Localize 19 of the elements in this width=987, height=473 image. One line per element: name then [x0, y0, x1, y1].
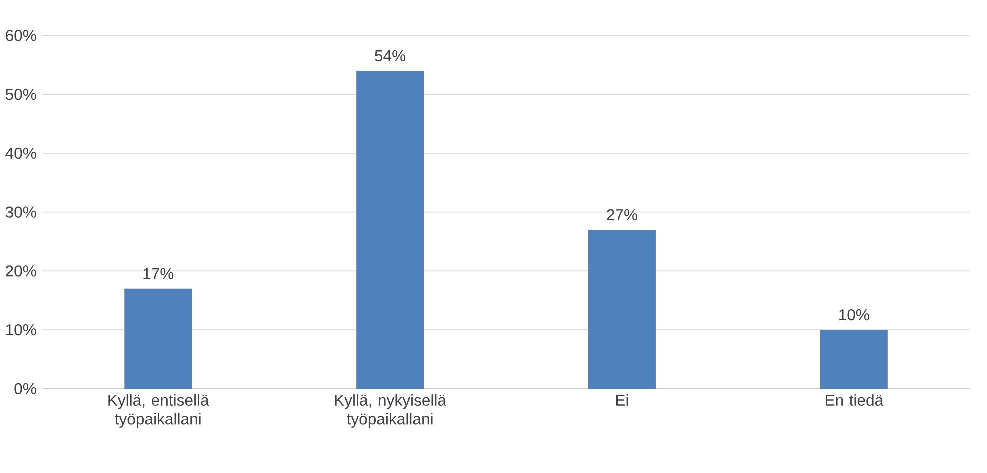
bar: [124, 288, 192, 389]
y-tick-label: 20%: [6, 265, 36, 277]
y-tick-label: 40%: [6, 148, 36, 159]
data-label: 10%: [840, 309, 870, 320]
y-tick-label: 30%: [6, 206, 36, 218]
bar: [820, 330, 888, 389]
y-tick-label: 10%: [6, 324, 36, 336]
x-tick-label: En tiedä: [826, 394, 884, 406]
bar: [588, 230, 656, 389]
data-label: 27%: [607, 209, 638, 220]
x-tick-label: Ei: [616, 394, 628, 406]
data-label: 54%: [375, 50, 406, 62]
data-label: 17%: [144, 268, 174, 280]
y-tick-label: 60%: [6, 30, 36, 42]
x-tick-label: Kyllä, nykyisellä työpaikallani: [335, 394, 447, 428]
bar: [356, 70, 424, 389]
x-tick-label: Kyllä, entisellä työpaikallani: [108, 394, 210, 428]
y-tick-label: 0%: [14, 383, 36, 394]
y-tick-label: 50%: [6, 88, 36, 100]
